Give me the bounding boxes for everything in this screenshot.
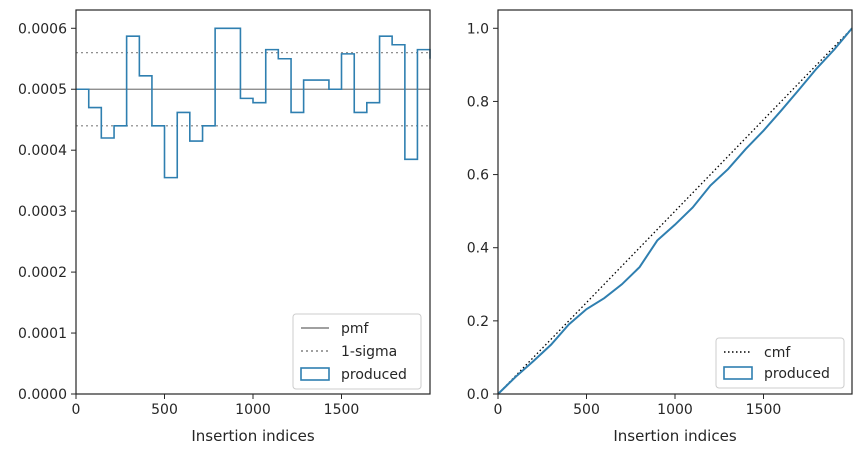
right-y-tick-label: 1.0 <box>467 21 489 37</box>
legend-produced-swatch <box>723 366 753 380</box>
right-y-tick-label: 0.0 <box>467 387 489 403</box>
right-y-tick-label: 0.8 <box>467 94 489 110</box>
right-legend-box <box>715 337 845 389</box>
left-y-tick-label: 0.0005 <box>18 82 67 98</box>
right-y-tick-label: 0.6 <box>467 168 489 184</box>
left-x-axis-label: Insertion indices <box>191 427 314 445</box>
right-y-tick-label: 0.2 <box>467 314 489 330</box>
left-y-tick-label: 0.0003 <box>18 204 67 220</box>
left-legend-label: 1-sigma <box>341 344 397 360</box>
left-y-tick-label: 0.0001 <box>18 326 67 342</box>
cmf-line <box>497 27 853 395</box>
left-x-tick-label: 1000 <box>235 402 271 418</box>
left-x-tick-label: 1500 <box>324 402 360 418</box>
right-x-ticks: 0 500 1000 1500 <box>494 394 782 418</box>
right-legend-label: cmf <box>764 345 791 361</box>
right-y-tick-label: 0.4 <box>467 241 489 257</box>
left-y-tick-label: 0.0002 <box>18 265 67 281</box>
left-legend-label: pmf <box>341 321 370 337</box>
right-y-ticks: 0.0 0.2 0.4 0.6 0.8 1.0 <box>467 21 498 403</box>
right-axes-frame <box>497 9 853 395</box>
right-x-tick-label: 0 <box>494 402 503 418</box>
left-legend-box <box>292 313 422 390</box>
right-x-tick-label: 1000 <box>657 402 693 418</box>
right-legend-label: produced <box>764 366 830 382</box>
left-x-tick-label: 500 <box>151 402 178 418</box>
left-legend: pmf 1-sigma produced <box>292 313 422 390</box>
right-legend: cmf produced <box>715 337 845 389</box>
right-x-tick-label: 1500 <box>746 402 782 418</box>
left-x-tick-label: 0 <box>72 402 81 418</box>
right-panel: 0 500 1000 1500 0.0 0.2 0.4 0.6 0.8 1.0 Insertio… <box>467 9 853 445</box>
left-x-ticks: 0 500 1000 1500 <box>72 394 360 418</box>
left-y-tick-label: 0.0004 <box>18 143 67 159</box>
left-y-tick-label: 0.0000 <box>18 387 67 403</box>
left-y-ticks: 0.0000 0.0001 0.0002 0.0003 0.0004 0.0005 0.00… <box>18 21 76 403</box>
left-axes-frame <box>75 9 431 395</box>
right-x-tick-label: 500 <box>573 402 600 418</box>
left-y-tick-label: 0.0006 <box>18 21 67 37</box>
left-reference-lines <box>76 52 430 127</box>
left-panel: 0 500 1000 1500 0.00000.00010.00020.00030.0… <box>18 9 431 445</box>
right-x-axis-label: Insertion indices <box>613 427 736 445</box>
produced-cumulative-line <box>497 27 853 395</box>
legend-produced-swatch <box>300 367 330 381</box>
produced-step-series <box>76 27 431 179</box>
left-legend-label: produced <box>341 367 407 383</box>
